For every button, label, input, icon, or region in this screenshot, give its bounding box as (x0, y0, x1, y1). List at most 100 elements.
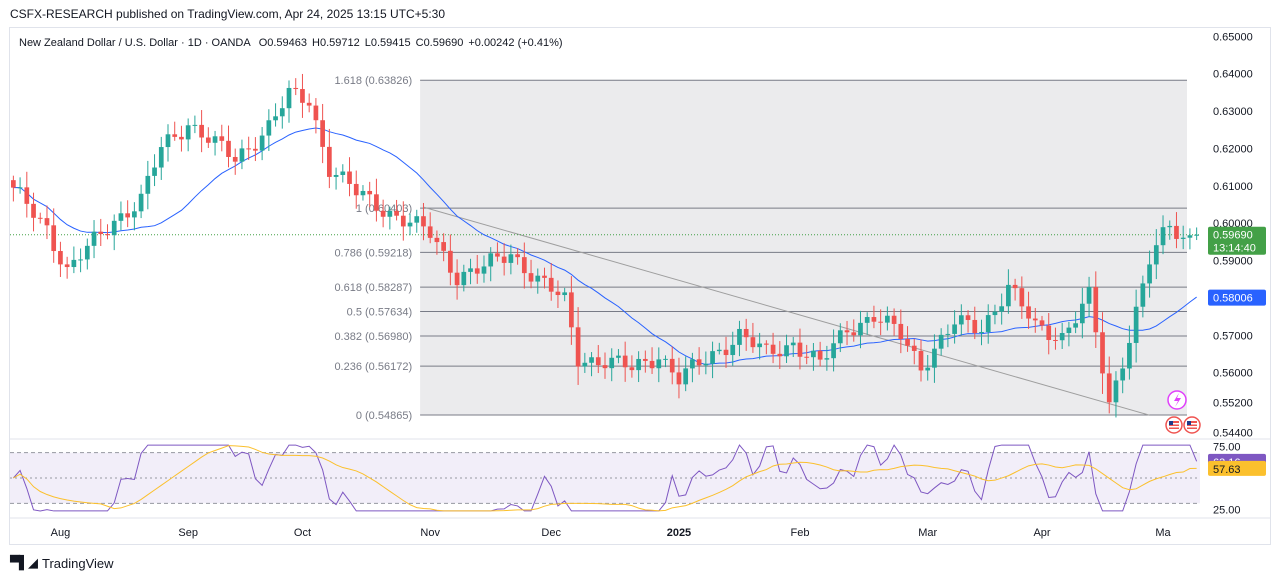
candle (723, 336, 729, 368)
lightning-alert-icon[interactable] (1167, 390, 1187, 410)
candle-body (804, 356, 810, 358)
price-tick-label: 0.57000 (1213, 330, 1253, 342)
candle (125, 200, 131, 228)
us-flag-icon[interactable] (1183, 416, 1201, 434)
candle (1079, 287, 1085, 339)
candle-body (992, 311, 998, 316)
candle-body (1167, 225, 1173, 228)
candle-body (965, 315, 971, 320)
candle-body (1046, 325, 1052, 340)
candle-body (669, 358, 675, 373)
candle-body (172, 134, 178, 137)
candle (1006, 269, 1011, 314)
candle (851, 319, 857, 342)
candle (1120, 357, 1126, 394)
candle-body (84, 245, 90, 260)
candle (898, 309, 904, 354)
candle (521, 242, 527, 289)
candle (710, 341, 715, 379)
candle-body (1140, 283, 1146, 307)
candle-body (347, 171, 352, 184)
tradingview-logo[interactable]: ▀▌◢ TradingView (10, 556, 114, 571)
candle-body (1113, 380, 1119, 403)
candle (811, 342, 816, 371)
candle-body (905, 339, 910, 346)
candle (454, 259, 460, 300)
candle (259, 127, 265, 161)
candle-body (306, 102, 312, 106)
candle-body (784, 345, 789, 357)
candle (17, 177, 23, 194)
candle-body (589, 357, 594, 363)
candle (562, 287, 568, 302)
candle-body (609, 357, 615, 369)
candle (1180, 225, 1186, 250)
candle-body (743, 328, 749, 338)
candle-body (979, 331, 984, 334)
us-flag-icon[interactable] (1165, 416, 1183, 434)
fibonacci-retracement[interactable]: 1.618 (0.63826)1 (0.60403)0.786 (0.59218… (334, 75, 1187, 422)
candle-body (811, 350, 816, 358)
time-tick-label: Apr (1033, 527, 1050, 539)
candle (958, 304, 964, 336)
candle (837, 323, 843, 353)
chart-frame[interactable] (9, 27, 1271, 545)
candle (501, 243, 507, 276)
ohlc-legend: O0.59463 H0.59712 L0.59415 C0.59690 +0.0… (259, 37, 563, 49)
candle-body (723, 349, 729, 356)
publisher-header: CSFX-RESEARCH published on TradingView.c… (10, 7, 446, 21)
trendline-layer[interactable] (10, 206, 1200, 416)
candle-body (622, 355, 628, 368)
candle (891, 308, 897, 336)
candle-body (481, 266, 487, 274)
candle-body (911, 345, 917, 351)
candle-body (1053, 339, 1058, 341)
candle (784, 334, 789, 363)
candle (1053, 327, 1058, 350)
fib-level-label: 0.236 (0.56172) (334, 361, 412, 373)
candle (616, 349, 621, 364)
candle (37, 212, 43, 224)
time-tick-label: Sep (178, 527, 198, 539)
candle-body (31, 203, 36, 218)
candle (642, 350, 648, 373)
candle (1093, 271, 1099, 348)
candle-body (118, 213, 124, 221)
rsi-tick-label: 25.00 (1213, 505, 1241, 517)
price-tick-label: 0.59000 (1213, 256, 1253, 268)
last-price-badge-bg (1208, 226, 1266, 255)
price-tick-label: 0.55200 (1213, 398, 1253, 410)
candle (1039, 315, 1045, 331)
candle (64, 256, 70, 279)
last-price-badge-text: 13:14:40 (1213, 243, 1256, 255)
candle-body (232, 156, 238, 162)
candle (1086, 276, 1092, 317)
candle (300, 73, 305, 118)
candle-body (293, 87, 299, 90)
candle-body (548, 277, 554, 292)
candle (367, 181, 373, 208)
candle (71, 246, 77, 274)
candle-body (690, 359, 695, 369)
candle (427, 212, 433, 244)
candle (172, 121, 178, 141)
time-axis[interactable]: Aug Sep Oct Nov Dec 2025 Feb Mar Apr Ma (10, 517, 1270, 539)
candle-body (642, 358, 648, 361)
candle (743, 318, 749, 351)
candle (1059, 322, 1065, 349)
candle-body (797, 342, 803, 357)
rsi-line (12, 444, 1198, 512)
candle-body (138, 193, 144, 212)
candle (804, 344, 810, 365)
candle (44, 205, 50, 240)
candle (999, 293, 1005, 325)
price-axis[interactable]: 0.650000.640000.630000.620000.610000.600… (1213, 31, 1253, 516)
candle (279, 96, 285, 129)
candle (212, 130, 218, 156)
candle-body (1039, 320, 1045, 326)
candle (347, 157, 352, 197)
candle-body (1073, 323, 1078, 328)
candle-body (938, 334, 944, 349)
candle-body (629, 367, 635, 371)
